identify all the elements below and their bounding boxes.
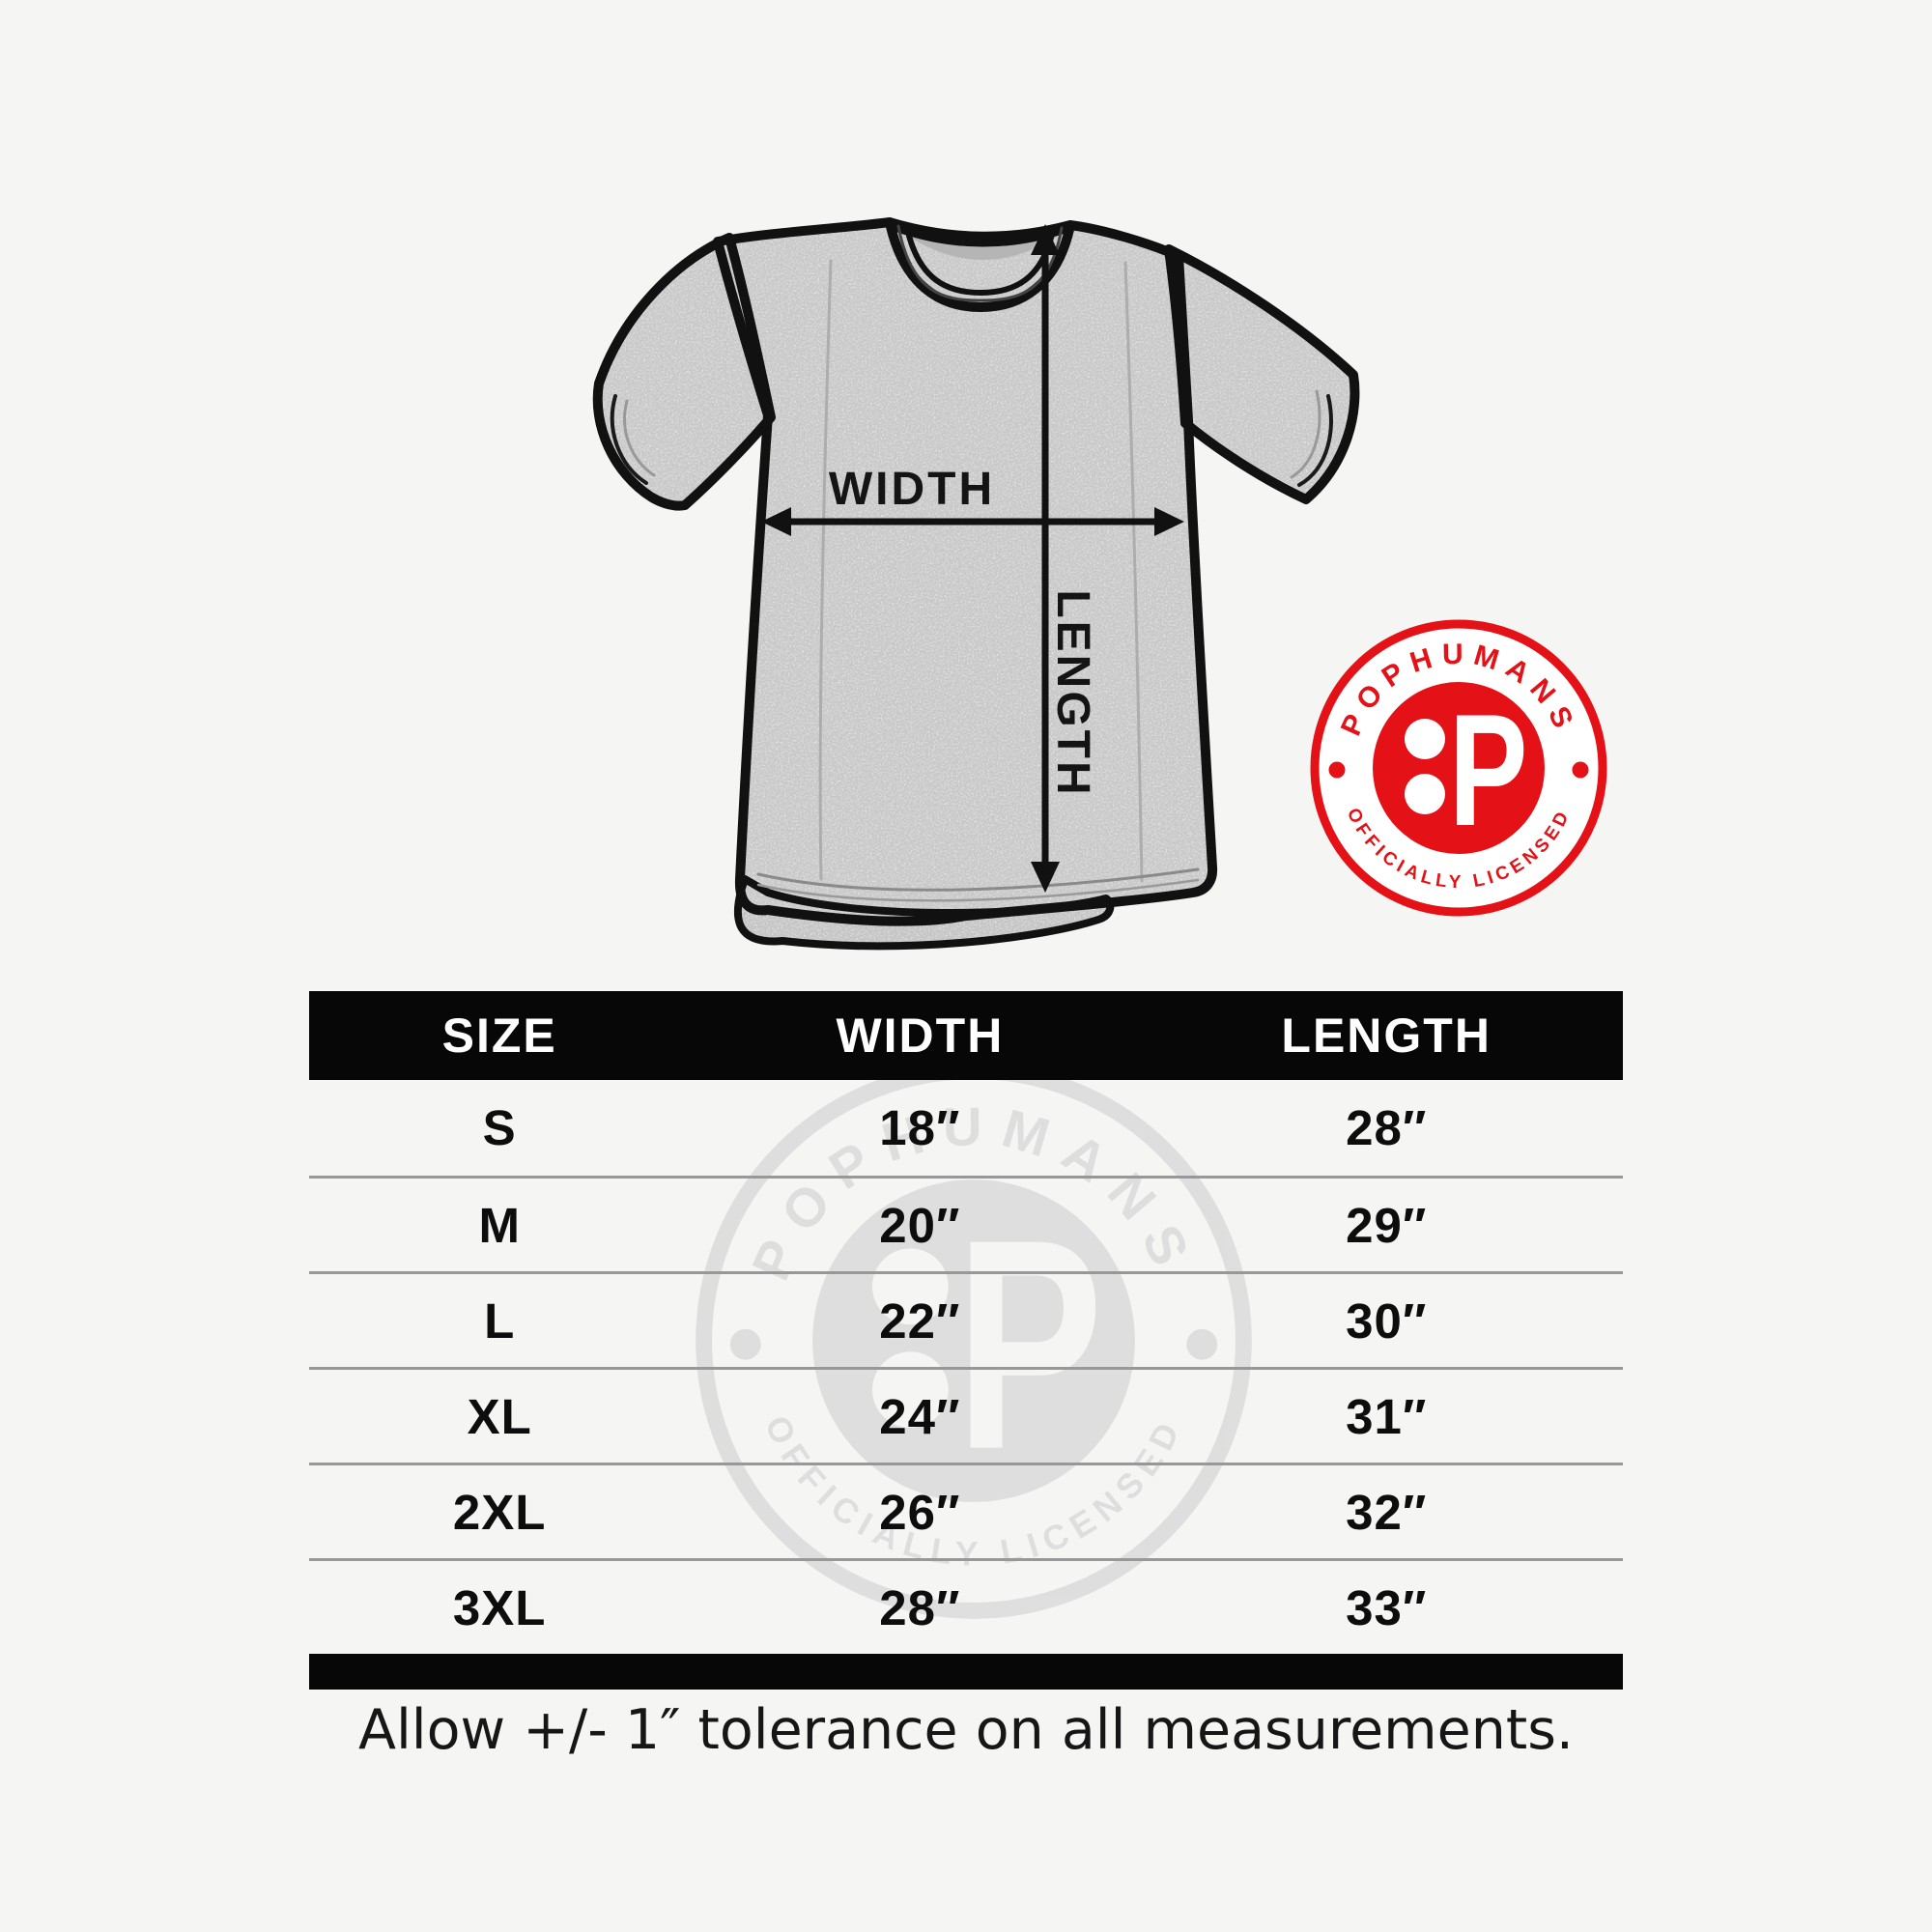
cell-size: S <box>482 1100 517 1155</box>
cell-width: 26″ <box>879 1484 961 1540</box>
badge-monogram-p: P <box>1449 681 1527 859</box>
table-bottom-bar <box>309 1654 1623 1690</box>
column-header-size: SIZE <box>441 1009 557 1063</box>
size-chart-header: SIZE WIDTH LENGTH <box>309 991 1623 1080</box>
cell-size: 3XL <box>452 1579 547 1635</box>
table-row: XL 24″ 31″ <box>309 1367 1623 1463</box>
badge-right-dot <box>1572 761 1589 779</box>
cell-length: 33″ <box>1346 1579 1428 1635</box>
badge-colon-dot-top <box>1405 719 1445 759</box>
table-row: M 20″ 29″ <box>309 1176 1623 1271</box>
table-row: S 18″ 28″ <box>309 1080 1623 1176</box>
tshirt-fabric <box>597 222 1355 947</box>
width-arrow-icon <box>761 507 1184 536</box>
watermark-badge: POPHUMANS OFFICIALLY LICENSED P <box>684 1051 1264 1631</box>
badge-colon-dot-bottom <box>1405 774 1445 814</box>
pophumans-badge: POPHUMANS OFFICIALLY LICENSED P <box>1304 613 1613 923</box>
cell-length: 30″ <box>1346 1293 1428 1349</box>
table-row: L 22″ 30″ <box>309 1271 1623 1367</box>
column-header-width: WIDTH <box>836 1009 1005 1063</box>
cell-size: XL <box>467 1388 532 1444</box>
cell-size: M <box>478 1197 521 1253</box>
cell-width: 18″ <box>879 1100 961 1155</box>
badge-seal-icon: POPHUMANS OFFICIALLY LICENSED P <box>1310 619 1607 917</box>
size-chart-rows: S 18″ 28″ M 20″ 29″ L 22″ 30″ XL 24″ 31″… <box>309 1080 1623 1654</box>
cell-length: 31″ <box>1346 1388 1428 1444</box>
tshirt-diagram: WIDTH LENGTH <box>584 203 1367 952</box>
cell-width: 22″ <box>879 1293 961 1349</box>
fabric-details <box>610 259 1333 902</box>
table-row: 3XL 28″ 33″ <box>309 1558 1623 1654</box>
tshirt-illustration: WIDTH LENGTH <box>584 217 1367 952</box>
watermark-seal-icon: POPHUMANS OFFICIALLY LICENSED P <box>696 1063 1252 1619</box>
cell-width: 20″ <box>879 1197 961 1253</box>
badge-left-dot <box>1328 761 1346 779</box>
column-header-length: LENGTH <box>1281 1009 1492 1063</box>
watermark-monogram-p: P <box>955 1178 1103 1512</box>
tolerance-note: Allow +/- 1″ tolerance on all measuremen… <box>357 1698 1575 1762</box>
cell-width: 24″ <box>879 1388 961 1444</box>
length-arrow-icon <box>1031 224 1060 893</box>
cell-size: L <box>484 1293 516 1349</box>
width-label: WIDTH <box>829 464 995 515</box>
cell-width: 28″ <box>879 1579 961 1635</box>
table-row: 2XL 26″ 32″ <box>309 1463 1623 1558</box>
length-label: LENGTH <box>1047 589 1098 797</box>
cell-length: 28″ <box>1346 1100 1428 1155</box>
cell-length: 29″ <box>1346 1197 1428 1253</box>
cell-length: 32″ <box>1346 1484 1428 1540</box>
size-chart-table: SIZE WIDTH LENGTH S 18″ 28″ M 20″ 29″ L … <box>309 991 1623 1690</box>
cell-size: 2XL <box>452 1484 547 1540</box>
